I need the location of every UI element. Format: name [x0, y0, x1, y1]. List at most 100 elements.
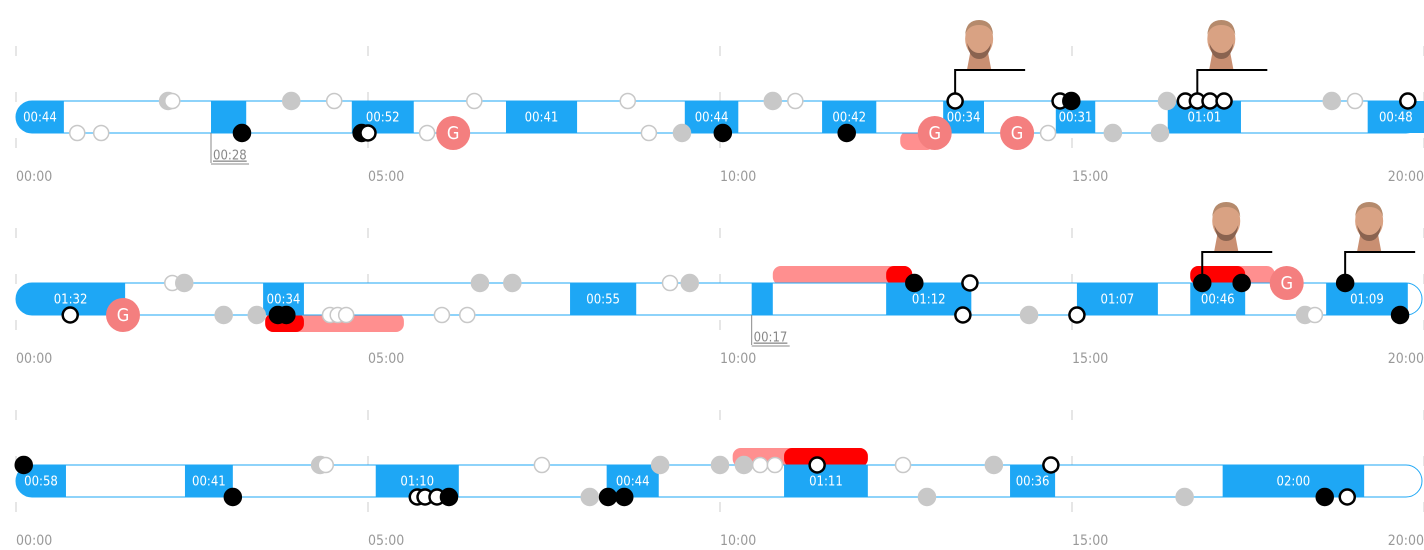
goal-marker — [1269, 266, 1304, 300]
photo-face — [965, 21, 994, 57]
event-dot — [466, 92, 483, 110]
possession-block — [1055, 101, 1096, 133]
photo-face — [1355, 203, 1384, 239]
possession-block — [16, 283, 126, 315]
possession-label: 00:34 — [947, 111, 981, 126]
event-dot — [223, 487, 243, 507]
possession-label: 02:00 — [1277, 475, 1311, 490]
event-dot — [1232, 273, 1251, 293]
possession-block — [1076, 283, 1158, 315]
goal-label: G — [1280, 273, 1293, 294]
possession-label: 01:10 — [400, 475, 434, 490]
possession-label: 00:34 — [267, 293, 301, 308]
tick-label: 00:00 — [16, 351, 52, 367]
event-dot — [661, 274, 679, 292]
pressure-bar — [784, 448, 868, 467]
photo-connector — [1196, 69, 1268, 101]
photo-hair — [965, 20, 994, 35]
event-dot — [650, 455, 670, 475]
event-dot — [439, 487, 459, 507]
possession-label: 00:48 — [1379, 111, 1413, 126]
event-dot — [672, 123, 692, 143]
event-dot — [175, 273, 194, 293]
photo-face — [1207, 21, 1236, 57]
event-dot — [580, 487, 600, 507]
possession-block — [505, 101, 578, 133]
event-dot — [619, 92, 637, 110]
photo-beard — [1214, 225, 1239, 241]
possession-block — [16, 465, 66, 497]
event-dot — [710, 455, 730, 475]
event-dot — [164, 92, 181, 110]
event-dot — [317, 456, 335, 474]
photo-connector — [954, 69, 1026, 101]
tick-label: 05:00 — [368, 351, 404, 367]
tick-label: 20:00 — [1388, 351, 1424, 367]
event-dot — [433, 306, 451, 324]
event-dot — [533, 456, 551, 474]
tick-label: 10:00 — [720, 351, 756, 367]
event-dot — [763, 91, 783, 111]
event-dot — [1042, 456, 1060, 474]
event-dot — [1338, 488, 1357, 506]
event-dot — [1150, 123, 1170, 143]
event-dot — [247, 305, 267, 325]
goal-label: G — [447, 123, 460, 144]
event-dot — [359, 124, 377, 142]
possession-label: 01:11 — [809, 475, 843, 490]
tick-label: 20:00 — [1388, 533, 1424, 549]
possession-label: 00:44 — [616, 475, 650, 490]
event-dot — [1068, 306, 1086, 324]
event-dot — [1322, 91, 1342, 111]
event-dot — [680, 273, 699, 293]
possession-block — [184, 465, 233, 497]
possession-label: 00:28 — [213, 149, 247, 164]
possession-block — [822, 101, 877, 133]
event-dot — [61, 306, 79, 324]
event-dot — [808, 456, 826, 474]
tick-label: 00:00 — [16, 533, 52, 549]
possession-label: 00:41 — [525, 111, 559, 126]
player-photo — [1204, 191, 1249, 251]
event-dot — [984, 455, 1004, 475]
possession-label: 00:17 — [754, 331, 788, 346]
event-dot — [1201, 92, 1219, 110]
pressure-bar — [772, 266, 913, 285]
possession-block — [886, 283, 972, 315]
photo-connector — [1201, 251, 1273, 283]
event-dot — [1346, 92, 1364, 110]
event-dot — [1157, 91, 1177, 111]
event-dot — [214, 305, 233, 325]
tick-label: 20:00 — [1388, 169, 1424, 185]
event-dot — [282, 91, 301, 111]
tick-label: 05:00 — [368, 533, 404, 549]
event-dot — [615, 487, 634, 507]
event-dot — [905, 273, 924, 293]
event-dot — [470, 273, 490, 293]
goal-label: G — [928, 123, 941, 144]
event-dot — [1399, 92, 1417, 110]
tick-label: 00:00 — [16, 169, 52, 185]
goal-label: G — [1011, 123, 1024, 144]
goal-marker — [106, 298, 141, 332]
tick-label: 15:00 — [1072, 169, 1108, 185]
possession-block — [570, 283, 637, 315]
event-dot — [503, 273, 522, 293]
event-dot — [277, 305, 296, 325]
possession-label: 01:32 — [54, 293, 88, 308]
photo-face — [1212, 203, 1241, 239]
photo-beard — [1357, 225, 1382, 241]
event-dot — [1306, 306, 1324, 324]
possession-label: 00:42 — [832, 111, 866, 126]
event-dot — [751, 456, 769, 474]
event-dot — [14, 455, 33, 475]
possession-label: 01:07 — [1101, 293, 1135, 308]
possession-block — [1010, 465, 1056, 497]
event-dot — [1175, 487, 1194, 507]
possession-label: 01:09 — [1350, 293, 1384, 308]
event-dot — [894, 456, 912, 474]
event-dot — [1335, 273, 1355, 293]
event-dot — [1039, 124, 1057, 142]
possession-block — [784, 465, 868, 497]
possession-label: 00:31 — [1059, 111, 1093, 126]
